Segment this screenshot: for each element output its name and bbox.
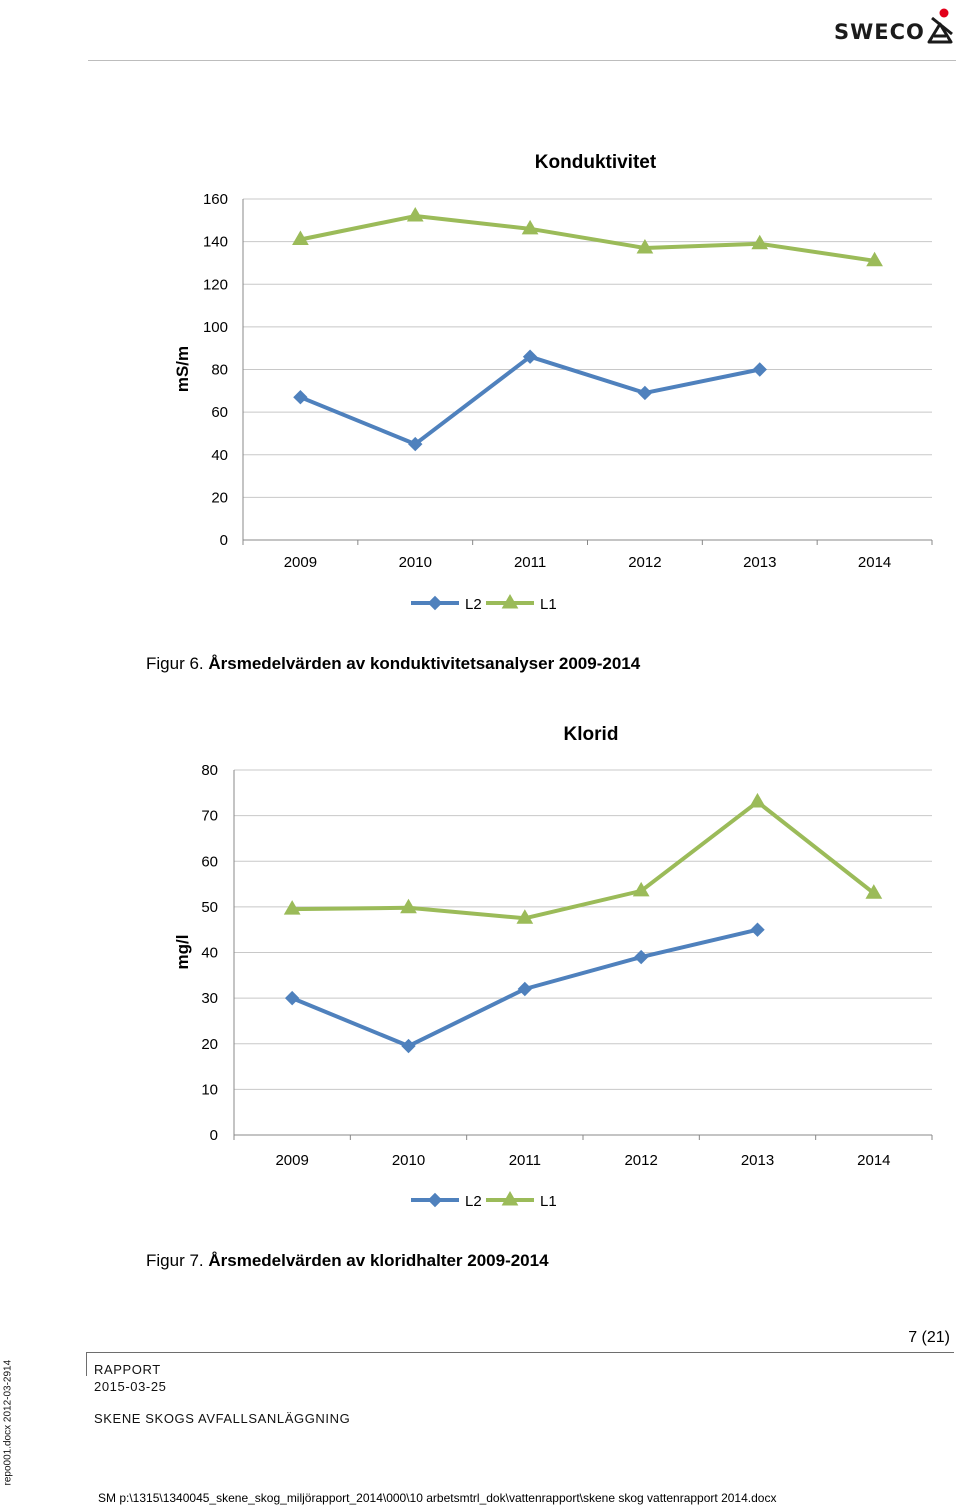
- doc-date: 2015-03-25: [94, 1379, 167, 1394]
- series-l2-point: [633, 949, 649, 965]
- series-l1-point: [283, 900, 301, 915]
- y-tick-label: 20: [211, 489, 228, 506]
- series-l1-point: [636, 239, 654, 254]
- y-tick-label: 80: [211, 362, 228, 379]
- series-l2-point: [752, 362, 767, 377]
- series-l1-line: [300, 214, 875, 263]
- y-tick-label: 120: [203, 276, 228, 293]
- file-path: SM p:\1315\1340045_skene_skog_miljörappo…: [98, 1491, 777, 1505]
- legend-l2-label: L2: [465, 1193, 482, 1210]
- series-l2-point: [750, 922, 765, 937]
- series-l2-point: [517, 981, 533, 997]
- y-tick-label: 160: [203, 191, 228, 208]
- series-l1-point: [406, 207, 424, 222]
- y-tick-label: 0: [220, 532, 228, 549]
- series-l1-point: [866, 251, 883, 267]
- legend-l1-label: L1: [540, 596, 557, 613]
- legend-l2-marker: [427, 595, 443, 611]
- series-l2-point: [284, 990, 300, 1006]
- y-tick-label: 40: [211, 447, 228, 464]
- legend-l2-marker: [427, 1192, 443, 1208]
- legend-l1-label: L1: [540, 1193, 557, 1210]
- series-l1-point: [292, 230, 309, 245]
- series-l1-point: [521, 219, 539, 235]
- legend-l1-marker: [501, 593, 519, 609]
- y-tick-label: 80: [201, 762, 218, 779]
- series-l1-point: [751, 234, 769, 250]
- y-tick-label: 0: [210, 1127, 218, 1144]
- y-tick-label: 30: [201, 990, 218, 1007]
- x-tick-label: 2013: [741, 1152, 774, 1169]
- footer-divider: [86, 1352, 954, 1353]
- y-tick-label: 100: [203, 319, 228, 336]
- y-tick-label: 20: [201, 1036, 218, 1053]
- x-tick-label: 2009: [275, 1152, 308, 1169]
- series-l2-point: [637, 385, 653, 401]
- x-tick-label: 2014: [857, 1152, 890, 1169]
- chart-title: Konduktivitet: [535, 152, 657, 173]
- legend-l1-marker: [501, 1190, 519, 1206]
- project-name: SKENE SKOGS AVFALLSANLÄGGNING: [94, 1411, 351, 1426]
- x-tick-label: 2013: [743, 554, 776, 571]
- y-tick-label: 60: [211, 404, 228, 421]
- x-tick-label: 2009: [284, 554, 317, 571]
- x-tick-label: 2012: [628, 554, 661, 571]
- y-axis-label: mg/l: [173, 935, 192, 970]
- series-l1-point: [749, 792, 766, 808]
- page-number: 7 (21): [908, 1329, 950, 1346]
- figure-6-prefix: Figur 6.: [146, 654, 209, 673]
- chart-konduktivitet-svg: Konduktivitet mS/m 0 20 40 60 80 100 120 140 160 20…: [173, 152, 933, 613]
- y-axis-label: mS/m: [173, 346, 192, 392]
- series-l1-point: [632, 881, 650, 897]
- figure-7-caption: Figur 7. Årsmedelvärden av kloridhalter …: [146, 1251, 549, 1271]
- sweco-logo: SWECO: [834, 4, 958, 44]
- doc-type: RAPPORT: [94, 1362, 161, 1377]
- figure-7-prefix: Figur 7.: [146, 1251, 209, 1270]
- chart-konduktivitet: Konduktivitet mS/m 0 20 40 60 80 100 120 140 160 20…: [0, 140, 960, 625]
- chart-title: Klorid: [564, 724, 619, 745]
- series-l1-line: [292, 799, 876, 921]
- series-l2-point: [522, 349, 538, 364]
- figure-7-text: Årsmedelvärden av kloridhalter 2009-2014: [208, 1251, 549, 1270]
- figure-6-text: Årsmedelvärden av konduktivitetsanalyser…: [208, 654, 641, 673]
- x-tick-label: 2014: [858, 554, 891, 571]
- series-l2-point: [293, 389, 308, 405]
- chart-klorid-svg: Klorid mg/l 0 10 20 30 40 50 60 70 80 2009 2010 2011 2…: [173, 724, 933, 1210]
- series-l1-point: [400, 898, 417, 914]
- header-divider: [88, 60, 956, 61]
- footer-divider-tick: [86, 1352, 87, 1376]
- series-l1-point: [865, 884, 883, 899]
- y-tick-label: 140: [203, 234, 228, 251]
- figure-6-caption: Figur 6. Årsmedelvärden av konduktivitet…: [146, 654, 640, 674]
- x-tick-label: 2011: [509, 1152, 541, 1169]
- y-tick-label: 10: [201, 1081, 218, 1098]
- x-tick-label: 2010: [399, 554, 432, 571]
- sweco-logo-icon: [927, 8, 953, 44]
- y-tick-label: 60: [201, 853, 218, 870]
- y-tick-label: 50: [201, 899, 218, 916]
- y-tick-label: 70: [201, 808, 218, 825]
- x-tick-label: 2011: [514, 554, 546, 571]
- x-tick-label: 2012: [624, 1152, 657, 1169]
- logo-text: SWECO: [834, 20, 925, 44]
- legend-l2-label: L2: [465, 596, 482, 613]
- template-id: repo001.docx 2012-03-2914: [2, 1359, 14, 1486]
- chart-klorid: Klorid mg/l 0 10 20 30 40 50 60 70 80 2009 2010 2011 2…: [0, 712, 960, 1222]
- x-tick-label: 2010: [392, 1152, 425, 1169]
- series-l2-point: [408, 436, 423, 452]
- series-l2-point: [401, 1038, 416, 1054]
- y-tick-label: 40: [201, 945, 218, 962]
- series-l1-point: [516, 909, 534, 924]
